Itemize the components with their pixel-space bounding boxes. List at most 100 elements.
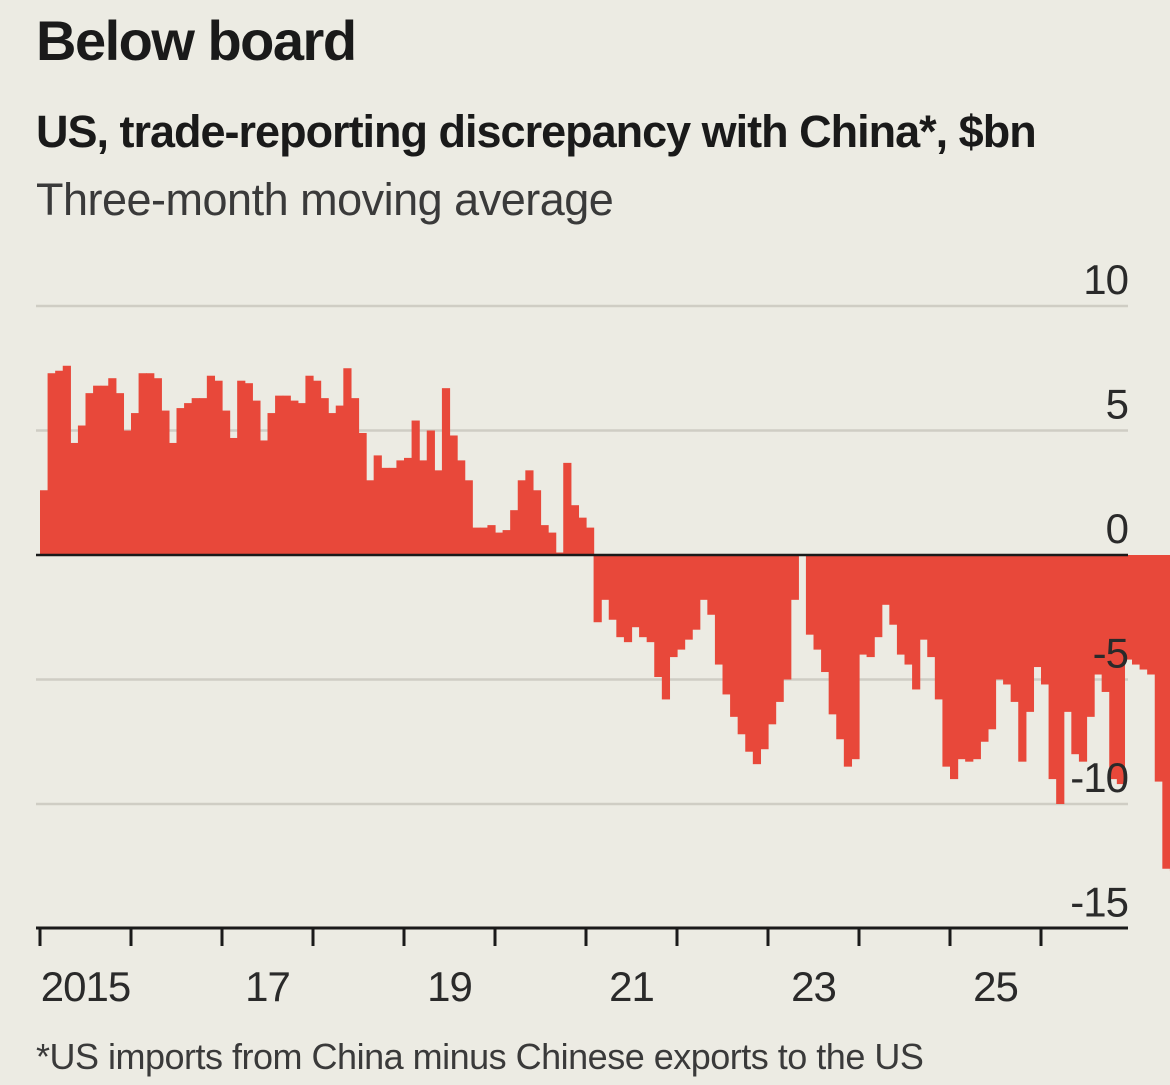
bar — [692, 555, 701, 630]
y-tick-label: -5 — [1093, 630, 1128, 677]
bar — [752, 555, 762, 765]
bar — [593, 555, 602, 623]
bar — [131, 413, 140, 555]
bar — [1003, 555, 1012, 685]
bar — [1018, 555, 1027, 762]
x-tick-label: 25 — [973, 963, 1018, 1010]
chart-title: Below board — [36, 9, 357, 72]
bar — [1094, 555, 1103, 675]
bar — [896, 555, 906, 655]
y-tick-label: 0 — [1106, 505, 1128, 552]
bar — [350, 398, 360, 555]
bar — [548, 532, 557, 555]
bar — [335, 405, 344, 555]
bar — [320, 398, 329, 555]
bar — [768, 555, 777, 725]
bar — [47, 373, 56, 555]
bar — [836, 555, 845, 740]
bar — [1132, 555, 1141, 665]
bar — [62, 365, 71, 555]
bar — [411, 420, 420, 555]
bar — [426, 430, 435, 555]
bar — [821, 555, 830, 673]
bar — [419, 460, 428, 555]
bar — [563, 462, 572, 555]
bar — [859, 555, 868, 655]
bar — [373, 455, 382, 555]
bar — [760, 555, 769, 750]
bar — [77, 425, 87, 555]
bar — [275, 395, 284, 555]
bar — [168, 442, 178, 555]
bar — [639, 555, 648, 638]
bar — [623, 555, 633, 643]
bar — [297, 403, 307, 555]
bar — [707, 555, 716, 615]
bar — [1033, 555, 1042, 668]
bar — [532, 490, 542, 555]
bar — [586, 527, 595, 555]
y-tick-label: -10 — [1070, 754, 1128, 801]
bar — [942, 555, 951, 767]
bar — [813, 555, 822, 650]
bar — [176, 408, 185, 555]
bar — [866, 555, 875, 658]
bar — [517, 480, 526, 555]
bar — [404, 457, 413, 555]
bar — [449, 435, 458, 555]
bar — [313, 380, 322, 555]
bar — [184, 403, 193, 555]
bar — [730, 555, 739, 717]
bar — [1124, 555, 1133, 660]
bar — [904, 555, 913, 665]
bar — [646, 555, 655, 643]
bar — [1116, 555, 1126, 785]
bar — [601, 555, 610, 600]
bar — [654, 555, 663, 678]
bar — [843, 555, 853, 767]
bar — [1025, 555, 1035, 712]
bar — [495, 532, 504, 555]
bar — [108, 378, 117, 555]
footnote: *US imports from China minus Chinese exp… — [36, 1036, 924, 1077]
bar — [828, 555, 837, 715]
bar — [714, 555, 724, 665]
bar — [237, 380, 246, 555]
bar — [965, 555, 974, 762]
bar — [70, 442, 79, 555]
bar — [987, 555, 997, 730]
bar — [464, 480, 473, 555]
bar — [328, 413, 337, 555]
bar — [631, 555, 640, 628]
bar — [191, 398, 200, 555]
bar — [502, 530, 511, 555]
bar — [1063, 555, 1072, 712]
bar — [745, 555, 754, 752]
bar — [381, 467, 390, 555]
bar — [1154, 555, 1163, 782]
bar — [805, 555, 815, 635]
bar — [441, 388, 451, 555]
bar — [540, 525, 549, 555]
bar — [100, 385, 109, 555]
bar — [608, 555, 617, 620]
bar — [267, 413, 276, 555]
bar — [510, 510, 519, 555]
bar — [851, 555, 860, 760]
bar — [1162, 555, 1170, 869]
x-tick-label: 23 — [791, 963, 836, 1010]
bar — [206, 375, 216, 555]
bar — [525, 470, 534, 555]
bar — [995, 555, 1004, 680]
bar — [1056, 555, 1065, 804]
bar — [661, 555, 671, 700]
bar — [790, 555, 799, 600]
bar — [783, 555, 792, 680]
bar — [874, 555, 883, 638]
bar — [396, 460, 405, 555]
bar — [1139, 555, 1148, 670]
bar — [1071, 555, 1080, 755]
bar — [343, 368, 352, 555]
bar — [927, 555, 936, 658]
bar — [282, 395, 291, 555]
